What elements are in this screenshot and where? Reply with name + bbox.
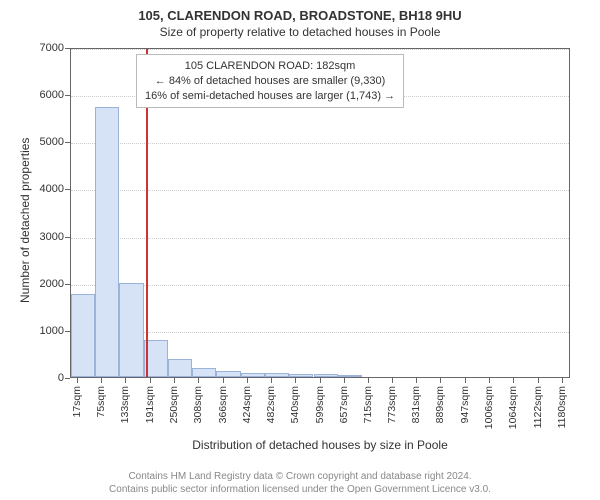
x-tick-mark	[247, 378, 248, 383]
chart-subtitle: Size of property relative to detached ho…	[0, 23, 600, 39]
y-tick-label: 2000	[24, 278, 64, 290]
x-tick-mark	[562, 378, 563, 383]
x-tick-mark	[489, 378, 490, 383]
x-tick-label: 947sqm	[459, 386, 471, 423]
histogram-bar	[314, 374, 338, 377]
x-tick-mark	[416, 378, 417, 383]
x-axis-label: Distribution of detached houses by size …	[70, 438, 570, 452]
histogram-bar	[192, 368, 216, 377]
chart-title: 105, CLARENDON ROAD, BROADSTONE, BH18 9H…	[0, 0, 600, 23]
chart-container: 105, CLARENDON ROAD, BROADSTONE, BH18 9H…	[0, 0, 600, 500]
x-tick-label: 17sqm	[71, 386, 83, 418]
x-tick-mark	[295, 378, 296, 383]
x-tick-label: 308sqm	[192, 386, 204, 423]
x-tick-label: 540sqm	[289, 386, 301, 423]
x-tick-label: 1180sqm	[556, 386, 568, 428]
x-tick-mark	[150, 378, 151, 383]
x-tick-mark	[440, 378, 441, 383]
x-tick-mark	[174, 378, 175, 383]
y-tick-label: 6000	[24, 89, 64, 101]
x-tick-mark	[465, 378, 466, 383]
y-tick-mark	[65, 378, 70, 379]
histogram-bar	[241, 373, 266, 377]
attribution-footer: Contains HM Land Registry data © Crown c…	[0, 471, 600, 496]
y-tick-label: 3000	[24, 231, 64, 243]
x-tick-mark	[368, 378, 369, 383]
x-tick-label: 715sqm	[362, 386, 374, 423]
annotation-box: 105 CLARENDON ROAD: 182sqm ← 84% of deta…	[136, 54, 404, 109]
plot-area: 105 CLARENDON ROAD: 182sqm ← 84% of deta…	[70, 48, 570, 378]
histogram-bar	[168, 359, 192, 377]
histogram-bar	[216, 371, 240, 377]
x-tick-label: 133sqm	[119, 386, 131, 423]
x-tick-mark	[320, 378, 321, 383]
footer-line-2: Contains public sector information licen…	[0, 484, 600, 497]
x-tick-mark	[538, 378, 539, 383]
y-tick-label: 1000	[24, 325, 64, 337]
footer-line-1: Contains HM Land Registry data © Crown c…	[0, 471, 600, 484]
x-tick-label: 889sqm	[434, 386, 446, 423]
histogram-bar	[95, 107, 119, 377]
annotation-line-1: 105 CLARENDON ROAD: 182sqm	[145, 59, 395, 74]
x-tick-mark	[198, 378, 199, 383]
x-tick-label: 482sqm	[265, 386, 277, 423]
x-tick-mark	[101, 378, 102, 383]
x-tick-mark	[77, 378, 78, 383]
histogram-bar	[119, 283, 144, 377]
histogram-bar	[71, 294, 95, 377]
x-tick-label: 599sqm	[314, 386, 326, 423]
x-tick-mark	[513, 378, 514, 383]
x-tick-mark	[344, 378, 345, 383]
x-tick-label: 773sqm	[386, 386, 398, 423]
x-tick-label: 191sqm	[144, 386, 156, 423]
x-tick-label: 1064sqm	[507, 386, 519, 429]
x-tick-mark	[125, 378, 126, 383]
histogram-bar	[289, 374, 313, 377]
x-tick-label: 424sqm	[241, 386, 253, 423]
annotation-line-2: ← 84% of detached houses are smaller (9,…	[145, 74, 395, 89]
y-tick-label: 5000	[24, 136, 64, 148]
x-tick-label: 250sqm	[168, 386, 180, 423]
x-tick-label: 1122sqm	[532, 386, 544, 428]
x-tick-mark	[223, 378, 224, 383]
x-tick-label: 1006sqm	[483, 386, 495, 429]
x-tick-label: 831sqm	[410, 386, 422, 423]
x-tick-label: 366sqm	[217, 386, 229, 423]
annotation-line-3: 16% of semi-detached houses are larger (…	[145, 89, 395, 104]
histogram-bar	[265, 373, 289, 377]
histogram-bar	[338, 375, 362, 377]
x-tick-label: 75sqm	[95, 386, 107, 418]
x-tick-mark	[392, 378, 393, 383]
x-tick-mark	[271, 378, 272, 383]
x-tick-label: 657sqm	[338, 386, 350, 423]
y-tick-label: 7000	[24, 42, 64, 54]
y-tick-label: 4000	[24, 183, 64, 195]
y-tick-label: 0	[24, 372, 64, 384]
